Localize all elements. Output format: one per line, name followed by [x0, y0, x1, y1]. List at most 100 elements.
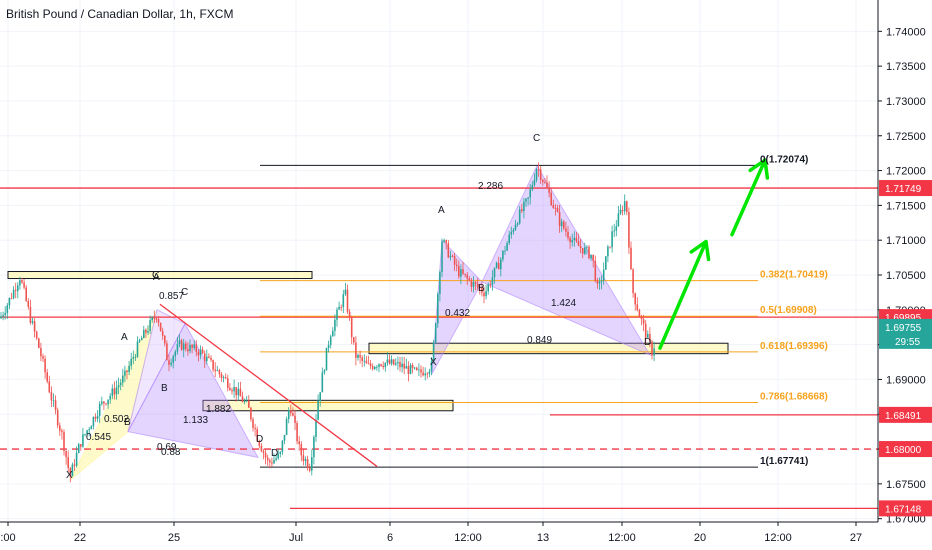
zone-rectangle[interactable]: [202, 399, 454, 412]
price-badge-1.69895: 1.69895: [885, 313, 922, 324]
candle-body: [250, 407, 252, 420]
candle-body: [428, 371, 431, 374]
candle-body: [178, 340, 181, 345]
candle-body: [21, 280, 23, 283]
candle-body: [126, 370, 128, 372]
candle-body: [94, 416, 97, 419]
candle-body: [533, 179, 536, 186]
candle-body: [317, 400, 319, 420]
candle-body: [105, 403, 107, 405]
candle-body: [10, 298, 13, 299]
candle-body: [386, 359, 389, 363]
candle-body: [630, 247, 632, 270]
candle-body: [214, 369, 216, 371]
zone-rectangle[interactable]: [368, 342, 729, 355]
candle-body: [48, 381, 51, 393]
candle-body: [252, 419, 254, 428]
fibonacci-levels[interactable]: [260, 164, 758, 468]
candle-body: [638, 310, 641, 317]
price-badge-1.68000: 1.68000: [885, 445, 922, 456]
horizontal-lines[interactable]: [0, 187, 878, 510]
candle-body: [544, 182, 546, 183]
candle-body: [569, 237, 571, 243]
candle-body: [571, 240, 573, 243]
price-tick-label: 1.72500: [886, 131, 926, 143]
pattern-label-pl_r6: 0.69: [157, 442, 177, 453]
candle-body: [413, 367, 416, 369]
pattern-label-pl_r4: 1.882: [206, 404, 231, 415]
projection-arrow-head[interactable]: [689, 239, 711, 262]
candle-body: [17, 285, 19, 291]
candle-body: [577, 241, 580, 247]
candle-body: [153, 317, 156, 319]
candle-body: [256, 429, 258, 441]
candle-body: [388, 359, 391, 364]
candle-body: [376, 366, 378, 368]
trendline[interactable]: [159, 303, 378, 467]
time-tick-label: 25: [168, 532, 180, 544]
candle-body: [617, 213, 620, 227]
candle-body: [535, 169, 538, 180]
candle-body: [124, 370, 126, 376]
candle-body: [556, 208, 559, 213]
candle-body: [439, 272, 441, 294]
price-badge-1.68491: 1.68491: [885, 411, 922, 422]
candle-body: [506, 243, 508, 251]
candle-body: [636, 304, 639, 311]
candle-body: [101, 401, 103, 404]
projection-arrows[interactable]: [658, 158, 770, 350]
pattern-label-pl_r3: 1.133: [183, 415, 208, 426]
pattern-label-pl_B: B: [124, 417, 131, 428]
candle-body: [25, 287, 27, 301]
candle-body: [77, 444, 80, 454]
candle-body: [527, 197, 529, 199]
projection-arrow-shaft[interactable]: [730, 158, 767, 237]
candle-body: [384, 362, 387, 368]
candle-body: [594, 260, 597, 281]
candle-body: [623, 201, 626, 212]
candle-body: [271, 462, 273, 464]
projection-arrow-head[interactable]: [748, 158, 770, 180]
candle-body: [441, 241, 443, 273]
candle-body: [365, 360, 368, 364]
candle-body: [69, 467, 72, 477]
price-tick-label: 1.69000: [886, 374, 926, 386]
pattern-label-pr_D: D: [644, 337, 651, 348]
time-tick-label: 12:00: [764, 532, 792, 544]
candle-body: [208, 356, 210, 358]
candle-body: [592, 254, 594, 261]
fib-label-0.618: 0.618(1.69396): [760, 341, 828, 352]
time-axis[interactable]: :00 22 25 Jul 6 12:00 13 12:00 20 12:00 27: [0, 522, 862, 544]
time-tick-label: 6: [387, 532, 393, 544]
candle-body: [443, 240, 445, 242]
candle-body: [75, 453, 78, 466]
candle-body: [363, 360, 366, 362]
candle-body: [613, 230, 615, 232]
candle-body: [508, 234, 510, 244]
candle-body: [220, 373, 223, 378]
projection-arrow-shaft[interactable]: [658, 239, 708, 350]
candle-body: [258, 440, 261, 446]
candle-body: [296, 422, 298, 442]
candle-body: [602, 269, 605, 281]
candle-body: [132, 357, 135, 359]
candle-body: [407, 366, 410, 374]
candle-body: [600, 280, 603, 282]
candle-body: [155, 318, 158, 320]
candle-body: [248, 400, 250, 408]
candle-body: [315, 419, 317, 438]
candle-body: [8, 298, 11, 306]
candle-body: [481, 288, 483, 293]
candle-body: [537, 169, 540, 171]
descending-trendline[interactable]: [159, 303, 378, 467]
candle-body: [472, 282, 475, 287]
candle-body: [493, 267, 496, 278]
candle-body: [485, 291, 487, 297]
candle-body: [59, 425, 61, 431]
price-badge-bg: [879, 406, 932, 423]
rectangle-zones[interactable]: [7, 271, 729, 412]
zone-rectangle[interactable]: [7, 271, 313, 280]
candle-body: [285, 419, 288, 435]
candle-body: [382, 365, 384, 368]
